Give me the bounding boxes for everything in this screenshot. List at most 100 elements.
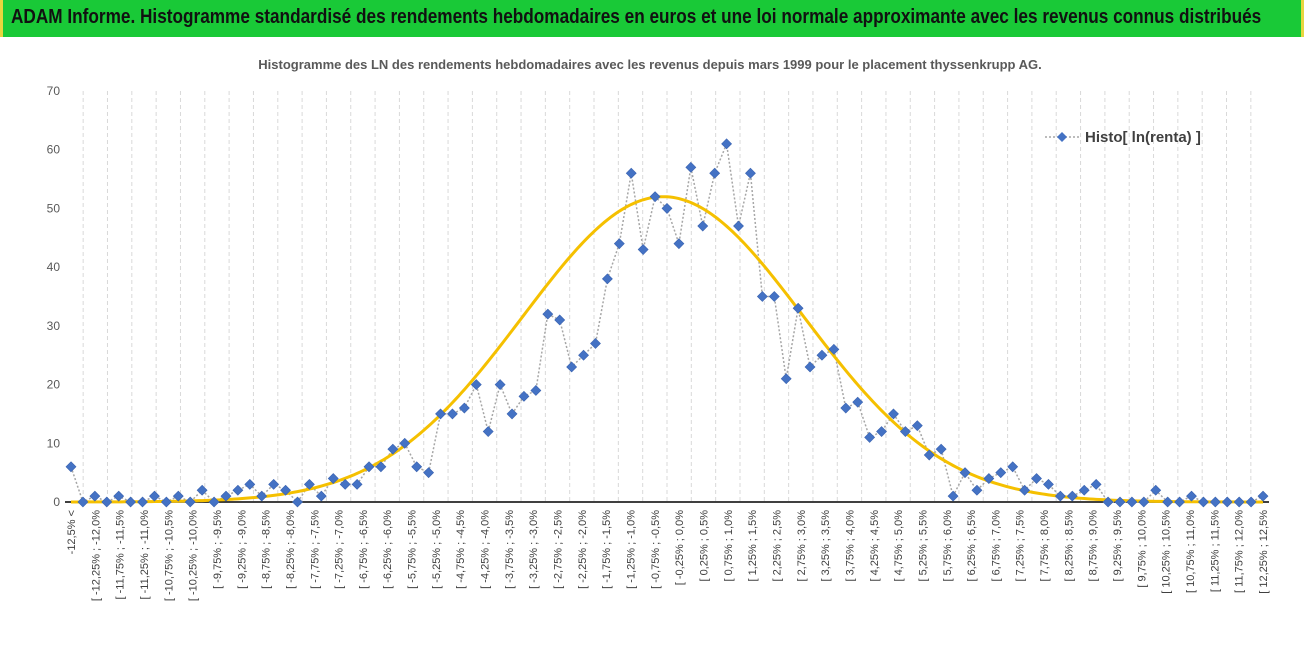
x-tick-label: [ 7,25% ; 7,5% xyxy=(1015,510,1027,582)
data-point xyxy=(566,361,578,373)
data-point xyxy=(160,496,172,508)
data-point xyxy=(673,238,685,250)
x-tick-label: [ 10,25% ; 10,5% xyxy=(1161,510,1173,594)
data-point xyxy=(983,473,995,484)
legend: Histo[ ln(renta) ] xyxy=(1045,129,1201,146)
x-tick-label: [ 7,75% ; 8,0% xyxy=(1039,510,1051,582)
data-point xyxy=(435,408,446,420)
data-point xyxy=(768,291,780,302)
data-point xyxy=(625,167,637,179)
data-point xyxy=(387,443,399,455)
data-point xyxy=(852,396,864,408)
x-tick-label: [ -5,25% ; -5,0% xyxy=(431,510,443,589)
x-tick-label: [ 9,25% ; 9,5% xyxy=(1112,510,1124,582)
data-point xyxy=(375,461,387,473)
data-point xyxy=(1186,490,1197,502)
data-point xyxy=(399,437,411,449)
x-tick-label: [ 12,25% ; 12,5% xyxy=(1258,510,1270,594)
x-tick-label: [ 8,75% ; 9,0% xyxy=(1088,510,1100,582)
data-point xyxy=(244,478,256,490)
data-point xyxy=(876,426,887,437)
data-point xyxy=(1221,496,1233,508)
data-point xyxy=(1043,478,1054,490)
data-point xyxy=(947,490,959,502)
x-tick-label: -12,5% < xyxy=(66,510,78,554)
data-point xyxy=(661,203,673,214)
data-point xyxy=(518,390,530,402)
data-point xyxy=(506,408,518,420)
data-point xyxy=(995,467,1007,479)
data-point xyxy=(697,220,709,232)
x-tick-label: [ 6,75% ; 7,0% xyxy=(990,510,1002,582)
x-tick-label: [ 0,75% ; 1,0% xyxy=(723,510,735,582)
data-point xyxy=(530,385,542,396)
data-point xyxy=(590,338,601,349)
data-point xyxy=(1078,484,1090,496)
chart-title: Histogramme des LN des rendements hebdom… xyxy=(258,57,1041,72)
data-point xyxy=(1233,496,1245,508)
data-point xyxy=(935,443,947,455)
data-point xyxy=(220,490,232,502)
x-tick-label: [ 4,25% ; 4,5% xyxy=(869,510,881,582)
legend-label: Histo[ ln(renta) ] xyxy=(1085,129,1201,146)
data-point xyxy=(482,426,494,437)
data-point xyxy=(292,496,303,508)
data-point xyxy=(196,484,208,496)
y-tick-label: 20 xyxy=(47,378,61,392)
data-point xyxy=(792,302,804,314)
x-tick-label: [ -3,25% ; -3,0% xyxy=(528,510,540,589)
data-point xyxy=(1162,496,1174,508)
y-tick-label: 40 xyxy=(47,260,61,274)
data-point xyxy=(113,490,125,502)
x-tick-label: [ -2,75% ; -2,5% xyxy=(553,510,565,589)
chart-area: Histogramme des LN des rendements hebdom… xyxy=(0,37,1304,653)
data-point xyxy=(733,220,744,232)
data-point xyxy=(816,349,828,361)
legend-diamond-icon xyxy=(1057,132,1067,142)
x-tick-label: [ 2,75% ; 3,0% xyxy=(796,510,808,582)
data-point xyxy=(840,402,852,414)
data-point xyxy=(864,431,876,443)
data-point xyxy=(554,314,566,326)
data-point xyxy=(745,167,756,179)
series-markers xyxy=(65,138,1269,508)
x-tick-label: [ 2,25% ; 2,5% xyxy=(771,510,783,582)
data-point xyxy=(363,461,375,473)
data-point xyxy=(89,490,101,502)
data-point xyxy=(709,167,721,179)
data-point xyxy=(1019,484,1031,496)
data-point xyxy=(184,496,196,508)
data-point xyxy=(1102,496,1114,508)
data-point xyxy=(971,484,983,496)
report-title: ADAM Informe. Histogramme standardisé de… xyxy=(11,6,1262,28)
x-tick-label: [ -5,75% ; -5,5% xyxy=(407,510,419,589)
x-tick-label: [ 10,75% ; 11,0% xyxy=(1185,510,1197,593)
x-tick-label: [ -7,75% ; -7,5% xyxy=(309,510,321,589)
data-point xyxy=(1031,473,1042,484)
data-point xyxy=(1197,496,1209,508)
x-tick-label: [ -12,25% ; -12,0% xyxy=(90,510,102,601)
x-tick-label: [ -8,25% ; -8,0% xyxy=(285,510,297,589)
x-tick-label: [ 1,25% ; 1,5% xyxy=(747,510,759,582)
data-point xyxy=(208,496,220,508)
data-point xyxy=(1066,490,1078,502)
data-point xyxy=(649,191,661,203)
x-tick-label: [ -0,25% ; 0,0% xyxy=(674,510,686,585)
data-point xyxy=(447,408,458,420)
data-point xyxy=(1114,496,1126,508)
data-point xyxy=(268,478,280,490)
x-tick-label: [ 8,25% ; 8,5% xyxy=(1063,510,1075,582)
x-tick-label: [ -10,75% ; -10,5% xyxy=(163,510,175,601)
x-tick-label: [ 9,75% ; 10,0% xyxy=(1136,510,1148,588)
data-point xyxy=(899,426,911,437)
y-tick-label: 0 xyxy=(53,495,60,509)
data-point xyxy=(542,308,554,320)
data-point xyxy=(149,490,160,502)
data-point xyxy=(256,490,268,502)
data-point xyxy=(804,361,816,373)
x-tick-label: [ -11,75% ; -11,5% xyxy=(115,510,127,600)
x-tick-label: [ -10,25% ; -10,0% xyxy=(188,510,200,601)
data-point xyxy=(1126,496,1138,508)
data-point xyxy=(1245,496,1257,508)
x-tick-label: [ -4,75% ; -4,5% xyxy=(455,510,467,589)
